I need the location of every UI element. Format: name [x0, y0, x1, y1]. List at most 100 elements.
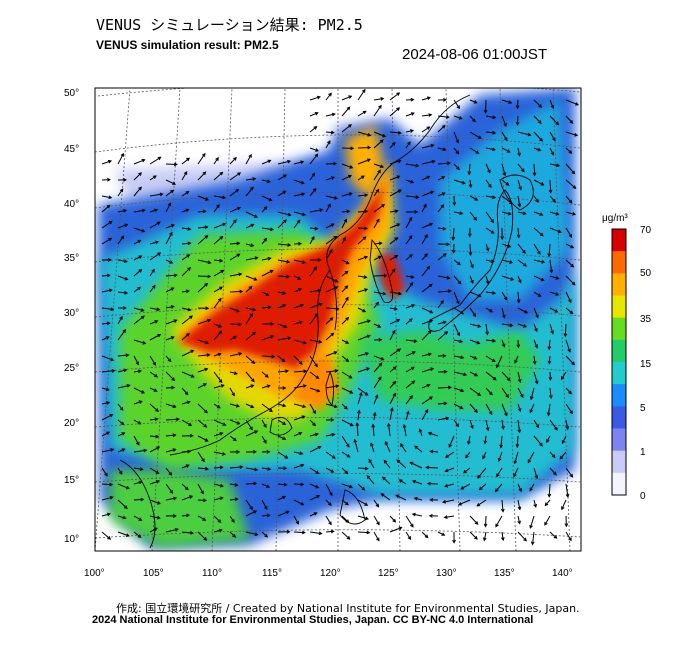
- wind-arrow: [514, 355, 519, 364]
- wind-arrowhead: [366, 158, 371, 163]
- wind-arrowhead: [311, 172, 316, 177]
- wind-arrow: [517, 499, 521, 510]
- wind-arrowhead: [378, 241, 383, 246]
- colorbar-segment: [612, 273, 626, 296]
- wind-arrowhead: [568, 390, 572, 395]
- wind-arrow: [101, 237, 112, 245]
- wind-arrowhead: [238, 322, 243, 327]
- wind-arrowhead: [105, 336, 110, 340]
- wind-arrow: [117, 419, 124, 425]
- wind-arrow: [421, 114, 432, 117]
- wind-arrowhead: [398, 479, 403, 483]
- wind-arrowhead: [169, 260, 174, 264]
- wind-arrowhead: [474, 197, 479, 201]
- wind-arrowhead: [298, 361, 303, 365]
- wind-arrowhead: [489, 308, 494, 313]
- wind-arrowhead: [346, 535, 351, 540]
- wind-arrow: [565, 339, 571, 352]
- wind-arrow: [261, 355, 275, 358]
- wind-arrowhead: [185, 332, 190, 337]
- wind-arrowhead: [363, 275, 368, 279]
- wind-arrowhead: [186, 400, 191, 405]
- wind-arrow: [485, 323, 488, 335]
- wind-arrowhead: [477, 324, 482, 328]
- wind-arrowhead: [286, 259, 291, 264]
- wind-arrowhead: [254, 532, 259, 537]
- wind-arrow: [197, 354, 210, 357]
- wind-arrowhead: [489, 391, 493, 396]
- wind-arrowhead: [430, 367, 435, 372]
- wind-arrow: [533, 499, 537, 508]
- wind-arrow: [341, 483, 353, 488]
- wind-arrowhead: [283, 219, 287, 224]
- wind-arrowhead: [356, 409, 361, 414]
- wind-arrow: [213, 384, 224, 389]
- wind-arrowhead: [222, 195, 227, 200]
- lon-label: 135°: [494, 568, 515, 579]
- wind-arrow: [389, 348, 401, 357]
- wind-arrowhead: [547, 253, 552, 258]
- wind-arrow: [548, 339, 551, 350]
- wind-arrowhead: [251, 378, 255, 383]
- wind-arrow: [293, 499, 304, 506]
- wind-arrowhead: [345, 501, 349, 506]
- wind-arrowhead: [376, 521, 380, 526]
- wind-arrowhead: [263, 424, 267, 429]
- wind-arrowhead: [380, 97, 385, 101]
- wind-arrowhead: [504, 137, 508, 142]
- wind-arrow: [149, 221, 161, 229]
- wind-arrowhead: [169, 490, 174, 494]
- wind-arrowhead: [271, 354, 276, 359]
- wind-arrow: [293, 219, 301, 229]
- wind-arrowhead: [426, 96, 431, 101]
- wind-arrowhead: [409, 254, 413, 258]
- wind-arrowhead: [445, 115, 450, 119]
- wind-arrow: [165, 336, 174, 341]
- wind-arrowhead: [477, 474, 481, 479]
- wind-arrowhead: [473, 216, 478, 221]
- wind-arrow: [133, 515, 142, 521]
- wind-arrowhead: [269, 269, 274, 274]
- wind-arrow: [533, 195, 539, 203]
- wind-arrowhead: [552, 137, 556, 142]
- wind-arrow: [565, 467, 573, 478]
- wind-arrowhead: [203, 424, 208, 428]
- wind-arrowhead: [428, 513, 433, 518]
- wind-arrowhead: [465, 454, 469, 459]
- wind-arrow: [261, 467, 271, 470]
- wind-arrow: [229, 403, 240, 407]
- wind-arrowhead: [426, 383, 431, 388]
- wind-arrowhead: [517, 429, 522, 434]
- wind-arrow: [309, 371, 319, 379]
- wind-arrowhead: [475, 150, 480, 154]
- wind-arrowhead: [125, 353, 130, 358]
- wind-arrow: [261, 179, 271, 183]
- wind-arrowhead: [298, 432, 303, 436]
- wind-arrowhead: [375, 188, 380, 193]
- wind-arrow: [325, 307, 339, 310]
- wind-arrow: [389, 131, 401, 134]
- wind-arrow: [469, 307, 477, 317]
- wind-arrow: [405, 195, 419, 198]
- wind-arrowhead: [407, 536, 412, 540]
- wind-arrow: [293, 259, 306, 264]
- wind-arrowhead: [548, 189, 553, 194]
- wind-arrowhead: [282, 190, 287, 195]
- wind-arrowhead: [509, 200, 514, 205]
- wind-arrowhead: [473, 100, 478, 104]
- wind-arrow: [261, 306, 271, 309]
- wind-arrowhead: [317, 258, 322, 262]
- wind-arrowhead: [463, 372, 468, 377]
- wind-arrow: [341, 192, 352, 197]
- wind-arrowhead: [459, 405, 464, 410]
- wind-arrowhead: [553, 535, 558, 539]
- wind-arrowhead: [253, 277, 258, 281]
- wind-arrow: [469, 131, 482, 139]
- wind-arrowhead: [207, 260, 212, 265]
- wind-arrow: [549, 179, 552, 193]
- wind-arrow: [357, 288, 368, 293]
- wind-arrowhead: [171, 385, 176, 390]
- wind-arrow: [548, 483, 551, 497]
- wind-arrow: [101, 531, 111, 540]
- wind-arrowhead: [494, 488, 499, 493]
